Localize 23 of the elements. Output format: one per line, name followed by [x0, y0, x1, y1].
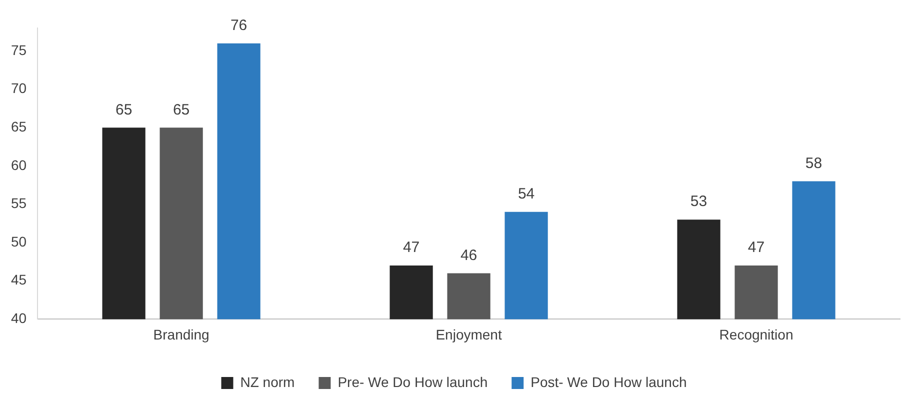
y-tick-label: 60 — [10, 156, 27, 173]
data-label: 58 — [805, 154, 822, 172]
x-tick-label: Recognition — [719, 326, 794, 342]
data-label: 65 — [172, 101, 190, 118]
legend-label: Pre- We Do How launch — [338, 374, 488, 390]
data-label: 54 — [518, 186, 535, 203]
y-tick-label: 40 — [10, 310, 27, 326]
data-label: 65 — [115, 101, 132, 118]
y-tick-label: 65 — [10, 118, 27, 134]
x-tick-label: Enjoyment — [436, 326, 502, 342]
data-label: 47 — [402, 239, 420, 256]
x-tick-label: Branding — [153, 326, 210, 342]
data-label: 47 — [748, 239, 765, 256]
y-tick-label: 50 — [10, 233, 27, 250]
legend-label: NZ norm — [240, 374, 295, 390]
y-tick-label: 75 — [10, 42, 27, 58]
y-tick-label: 55 — [10, 195, 27, 212]
y-tick-label: 45 — [10, 272, 27, 288]
data-label: 76 — [230, 16, 248, 34]
legend-label: Post- We Do How launch — [530, 374, 687, 390]
data-label: 53 — [690, 193, 708, 210]
data-label: 46 — [460, 246, 478, 264]
y-tick-label: 70 — [10, 80, 27, 96]
